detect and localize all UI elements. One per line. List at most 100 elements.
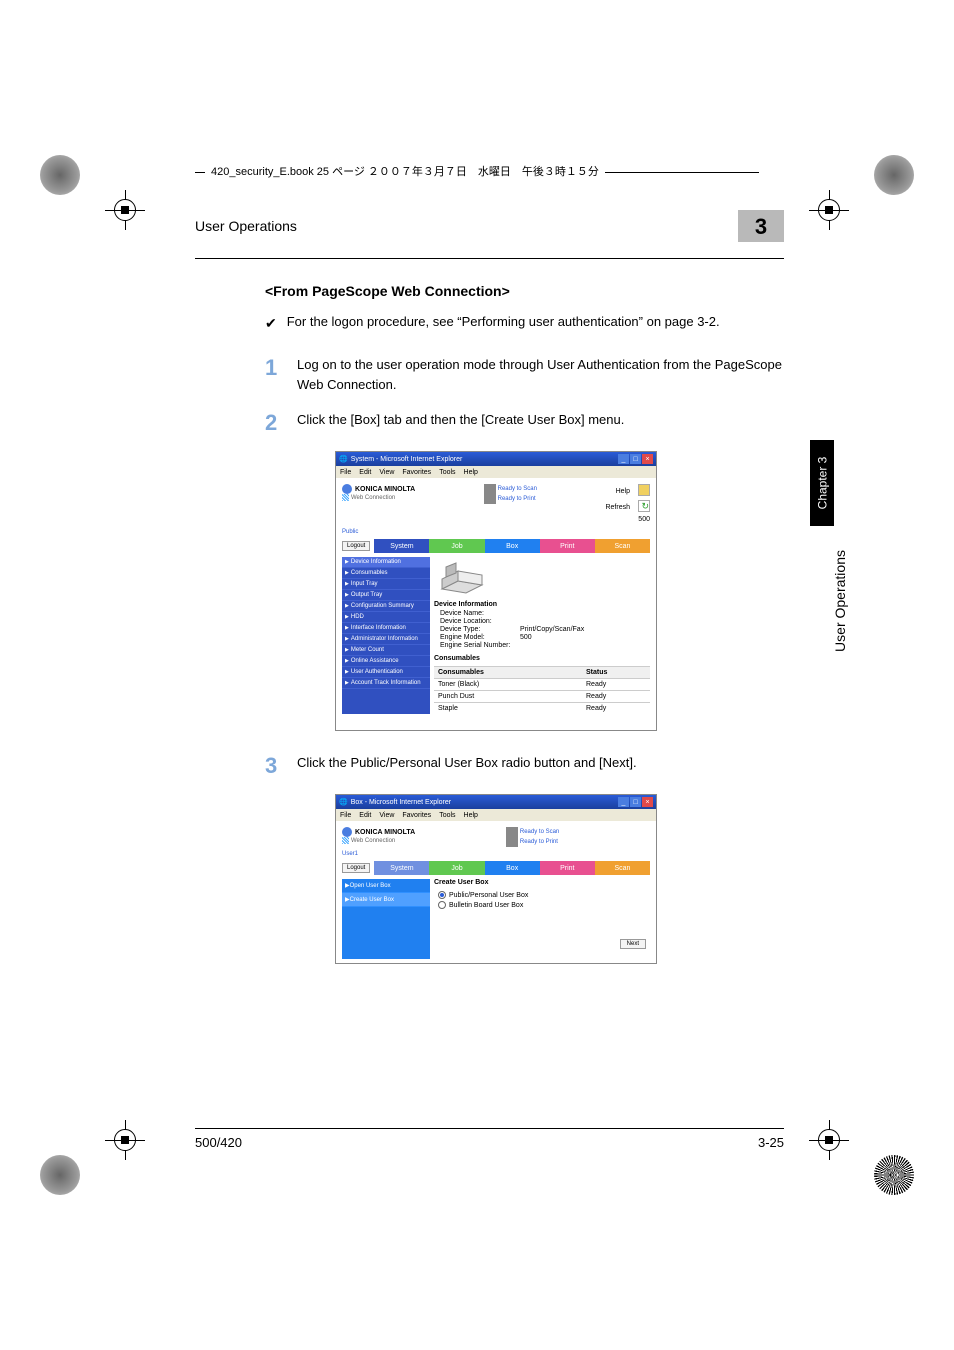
brand-text: KONICA MINOLTA [355,829,415,836]
refresh-link[interactable]: Refresh [605,504,630,511]
logout-button[interactable]: Logout [342,863,370,873]
tab-job[interactable]: Job [429,539,484,553]
brand-subtitle: Web Connection [342,494,415,501]
menu-edit[interactable]: Edit [359,469,371,476]
col-status: Status [586,669,646,676]
prerequisite-text: For the logon procedure, see “Performing… [287,313,720,333]
radio-input[interactable] [438,901,446,909]
refresh-icon[interactable]: ↻ [638,500,650,512]
sidebar-item-meter-count[interactable]: ▶Meter Count [342,645,430,656]
menu-help[interactable]: Help [464,469,478,476]
menu-favorites[interactable]: Favorites [402,469,431,476]
window-controls: _ □ × [618,454,653,464]
step-text: Click the [Box] tab and then the [Create… [297,406,784,439]
screenshot-system-tab: 🌐 System - Microsoft Internet Explorer _… [335,451,657,731]
step-1: 1 Log on to the user operation mode thro… [265,351,784,394]
corner-ornament [40,155,80,195]
step-number: 2 [265,406,297,439]
radio-label: Bulletin Board User Box [449,902,523,909]
pagescope-icon [342,494,349,501]
kv-key: Device Name: [440,610,520,617]
tab-scan[interactable]: Scan [595,539,650,553]
tab-job[interactable]: Job [429,861,484,875]
window-controls: _ □ × [618,797,653,807]
minimize-button[interactable]: _ [618,797,629,807]
menu-view[interactable]: View [379,812,394,819]
menu-edit[interactable]: Edit [359,812,371,819]
system-sidebar: ▶Device Information ▶Consumables ▶Input … [342,557,430,714]
menu-tools[interactable]: Tools [439,469,455,476]
brand-icon [342,827,352,837]
ie-icon: 🌐 [339,798,348,806]
brand-logo: KONICA MINOLTA [342,484,415,494]
sidebar-item-online-assist[interactable]: ▶Online Assistance [342,656,430,667]
corner-ornament [40,1155,80,1195]
sidebar-item-account-track[interactable]: ▶Account Track Information [342,678,430,689]
tab-box[interactable]: Box [485,539,540,553]
sidebar-item-config-summary[interactable]: ▶Configuration Summary [342,601,430,612]
tab-print[interactable]: Print [540,861,595,875]
menu-favorites[interactable]: Favorites [402,812,431,819]
sidebar-item-create-box[interactable]: ▶Create User Box [342,893,430,907]
ie-titlebar: 🌐 System - Microsoft Internet Explorer _… [336,452,656,466]
next-button[interactable]: Next [620,939,646,949]
sidebar-item-admin-info[interactable]: ▶Administrator Information [342,634,430,645]
kv-key: Engine Model: [440,634,520,641]
close-button[interactable]: × [642,454,653,464]
ie-menubar: File Edit View Favorites Tools Help [336,466,656,478]
radio-public-personal[interactable]: Public/Personal User Box [434,890,650,900]
box-sidebar: ▶Open User Box ▶Create User Box [342,879,430,959]
device-illustration [438,559,486,595]
step-text: Click the Public/Personal User Box radio… [297,749,784,782]
tab-system[interactable]: System [374,861,429,875]
current-user: Public [342,529,650,535]
sidebar-item-interface[interactable]: ▶Interface Information [342,623,430,634]
menu-tools[interactable]: Tools [439,812,455,819]
page-footer: 500/420 3-25 [195,1128,784,1150]
sidebar-item-consumables[interactable]: ▶Consumables [342,568,430,579]
step-number: 3 [265,749,297,782]
tab-system[interactable]: System [374,539,429,553]
sidebar-item-output-tray[interactable]: ▶Output Tray [342,590,430,601]
minimize-button[interactable]: _ [618,454,629,464]
page-title: User Operations [195,218,297,234]
sidebar-item-hdd[interactable]: ▶HDD [342,612,430,623]
sidebar-item-device-info[interactable]: ▶Device Information [342,557,430,568]
chapter-number-box: 3 [738,210,784,242]
ie-title-text: System - Microsoft Internet Explorer [351,456,463,463]
maximize-button[interactable]: □ [630,454,641,464]
section-heading: <From PageScope Web Connection> [265,283,784,299]
registration-mark [809,1120,849,1160]
close-button[interactable]: × [642,797,653,807]
menu-view[interactable]: View [379,469,394,476]
radio-bulletin[interactable]: Bulletin Board User Box [434,900,650,910]
tab-print[interactable]: Print [540,539,595,553]
scanner-icon [484,484,496,494]
help-link[interactable]: Help [616,488,630,495]
step-3: 3 Click the Public/Personal User Box rad… [265,749,784,782]
consumables-heading: Consumables [434,655,650,662]
menu-file[interactable]: File [340,469,351,476]
status-scan: Ready to Scan [506,827,559,837]
ie-icon: 🌐 [339,455,348,463]
radio-input[interactable] [438,891,446,899]
current-user: User1 [342,851,650,857]
menu-file[interactable]: File [340,812,351,819]
sidebar-item-open-box[interactable]: ▶Open User Box [342,879,430,893]
maximize-button[interactable]: □ [630,797,641,807]
printer-icon [484,494,496,504]
menu-help[interactable]: Help [464,812,478,819]
table-header: Consumables Status [434,666,650,678]
logout-button[interactable]: Logout [342,541,370,551]
check-icon: ✔ [265,313,277,333]
brand-text: KONICA MINOLTA [355,486,415,493]
radio-label: Public/Personal User Box [449,892,528,899]
help-icon[interactable] [638,484,650,496]
tab-box[interactable]: Box [485,861,540,875]
brand-icon [342,484,352,494]
sidebar-item-user-auth[interactable]: ▶User Authentication [342,667,430,678]
kv-key: Device Type: [440,626,520,633]
tab-scan[interactable]: Scan [595,861,650,875]
footer-page-number: 3-25 [758,1135,784,1150]
sidebar-item-input-tray[interactable]: ▶Input Tray [342,579,430,590]
